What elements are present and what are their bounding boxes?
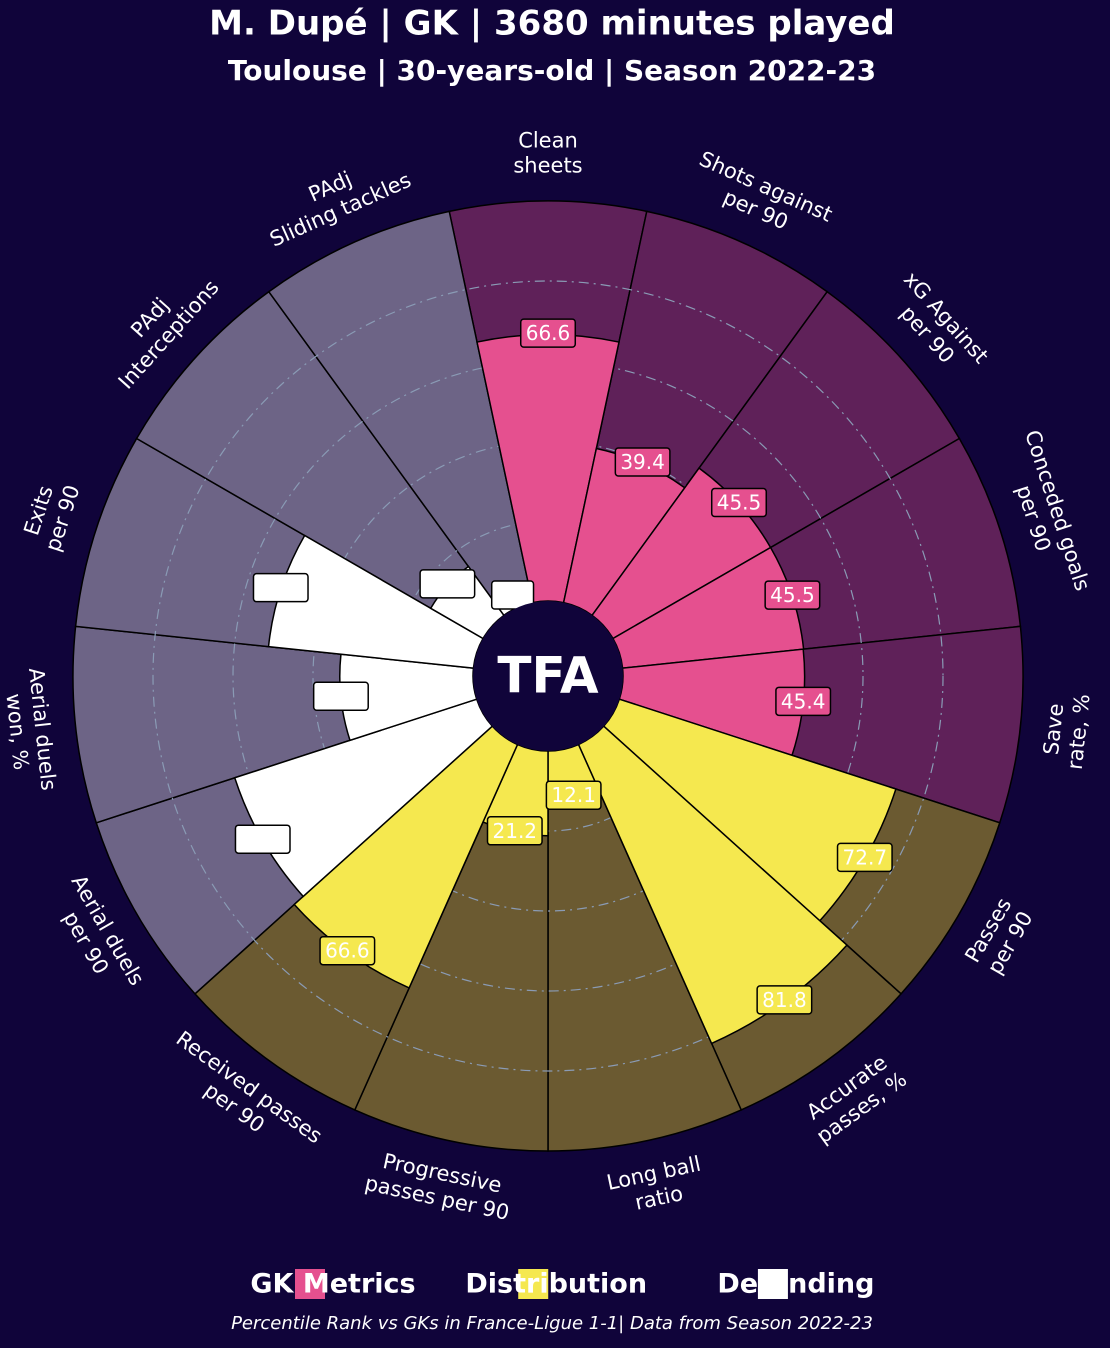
chart-subtitle: Toulouse | 30-years-old | Season 2022-23 (228, 54, 876, 87)
value-label-box (775, 686, 832, 717)
value-label-box (545, 780, 602, 810)
value-label-box (252, 572, 309, 603)
value-label-box (319, 935, 376, 966)
legend-swatch (757, 1269, 788, 1299)
value-label: 45.5 (770, 583, 815, 607)
value-label: 12.1 (551, 783, 596, 807)
center-disc (473, 601, 623, 751)
value-label: 72.7 (843, 845, 888, 869)
value-label-box (764, 580, 821, 610)
value-label-box (234, 824, 291, 854)
footer: Percentile Rank vs GKs in France-Ligue 1… (231, 1313, 873, 1334)
value-label: 63.6 (240, 827, 285, 851)
value-label: 81.8 (762, 988, 807, 1012)
logo: TFA (497, 647, 599, 705)
value-label-box (419, 569, 476, 599)
value-label: 45.4 (781, 689, 826, 713)
value-label: 21.2 (493, 819, 538, 843)
value-label: 66.6 (526, 321, 571, 345)
chart-title: M. Dupé | GK | 3680 minutes played (209, 4, 895, 44)
value-label-box (312, 681, 369, 712)
value-label: 39.4 (620, 450, 665, 474)
value-label: 45.5 (717, 491, 762, 515)
legend-label: GK Metrics (250, 1269, 415, 1300)
value-label-box (756, 985, 813, 1015)
legend-swatch (295, 1269, 325, 1299)
value-label-box (490, 580, 535, 610)
value-label: 3.0 (497, 583, 529, 607)
legend-label: Defending (717, 1269, 874, 1300)
value-label-box (519, 318, 577, 348)
value-label-box (710, 487, 768, 518)
value-label-box (614, 447, 671, 477)
value-label: 33.3 (319, 684, 364, 708)
legend-swatch (518, 1269, 549, 1299)
legend-label: Distribution (465, 1269, 647, 1300)
category-label: Clean sheets (513, 128, 582, 177)
grid-circle (152, 280, 944, 1072)
value-label: 51.5 (258, 576, 303, 600)
value-label: 15.1 (425, 572, 470, 596)
value-label: 66.6 (325, 939, 370, 963)
value-label-box (486, 816, 543, 846)
value-label-box (836, 842, 893, 873)
